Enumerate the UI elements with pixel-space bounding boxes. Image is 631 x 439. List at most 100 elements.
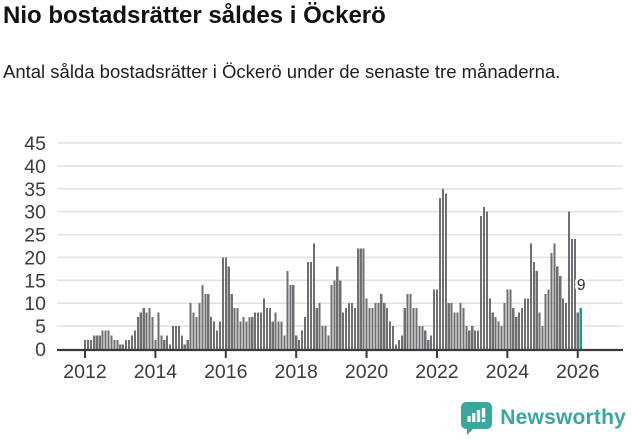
bar — [289, 284, 292, 349]
bar — [406, 294, 409, 349]
bar — [567, 211, 571, 349]
y-axis-label: 15 — [24, 270, 46, 292]
bar — [397, 339, 400, 349]
bar — [154, 339, 157, 349]
bar — [576, 312, 579, 349]
y-axis-label: 0 — [35, 339, 46, 361]
newsworthy-logo[interactable]: Newsworthy — [461, 401, 626, 435]
bar — [242, 316, 245, 349]
y-axis-label: 30 — [24, 202, 46, 224]
bar — [166, 335, 169, 349]
bar — [239, 321, 242, 349]
bar — [268, 307, 271, 349]
bar — [192, 312, 195, 349]
bar — [84, 339, 87, 349]
bar — [254, 312, 257, 349]
bar — [262, 298, 266, 349]
bar — [523, 298, 527, 349]
bar — [509, 289, 512, 349]
bar — [550, 252, 553, 349]
bar — [371, 307, 374, 349]
bar — [368, 307, 371, 349]
bar — [374, 303, 377, 349]
bar — [136, 316, 139, 349]
bar — [221, 257, 224, 349]
x-axis-label: 2016 — [204, 361, 247, 383]
x-axis-label: 2012 — [63, 361, 106, 383]
bar — [169, 344, 172, 349]
bar — [465, 326, 468, 349]
x-axis-label: 2022 — [415, 361, 458, 383]
bar — [274, 312, 277, 349]
bar — [257, 312, 260, 349]
bar — [394, 344, 397, 349]
bar — [521, 307, 524, 349]
bar — [333, 280, 336, 349]
bar — [330, 284, 333, 349]
bar — [403, 307, 406, 349]
bar — [245, 321, 248, 349]
bar — [119, 344, 122, 349]
bar — [541, 326, 544, 349]
bar — [259, 312, 263, 349]
bar — [218, 321, 222, 349]
bar — [230, 294, 233, 349]
bar — [130, 335, 134, 349]
bar — [324, 326, 327, 349]
bar — [201, 284, 204, 349]
bar — [236, 307, 239, 349]
bar — [327, 335, 330, 349]
bar — [559, 275, 562, 349]
bar — [139, 312, 142, 349]
bar — [145, 312, 148, 349]
bar — [365, 298, 368, 349]
bar — [309, 262, 312, 349]
bar — [183, 344, 186, 349]
bar — [133, 330, 136, 349]
bar — [301, 330, 304, 349]
bar — [342, 312, 345, 349]
bar — [356, 248, 359, 349]
sold-apartments-bar-chart: 2012 2014 2016 2018 2020 2022 2024 2026 05101520… — [24, 133, 623, 383]
bar — [503, 303, 506, 349]
bar — [213, 321, 216, 349]
bar — [535, 271, 538, 349]
y-axis-label: 5 — [35, 316, 46, 338]
bar — [518, 312, 521, 349]
bar — [98, 335, 101, 349]
bar — [424, 330, 427, 349]
y-axis-label: 40 — [24, 156, 46, 178]
bar — [435, 289, 439, 349]
y-axis-label: 45 — [24, 133, 46, 155]
bar — [107, 330, 110, 349]
bar — [303, 316, 307, 349]
newsworthy-bubble-icon — [461, 401, 493, 435]
bar — [497, 321, 500, 349]
bar — [265, 307, 268, 349]
bar — [336, 266, 339, 349]
x-axis-label: 2024 — [486, 361, 530, 383]
bar — [400, 335, 403, 349]
bar — [491, 312, 494, 349]
bar — [350, 303, 353, 349]
bar — [207, 294, 210, 349]
bar — [148, 307, 151, 349]
bar — [92, 335, 95, 349]
bar — [292, 284, 295, 349]
bar — [271, 321, 274, 349]
bar — [186, 339, 189, 349]
bar — [456, 312, 459, 349]
bar — [453, 312, 456, 349]
page-title: Nio bostadsrätter såldes i Öckerö — [3, 2, 386, 29]
bar — [462, 307, 465, 349]
bar — [180, 335, 183, 349]
bar — [104, 330, 107, 349]
bar — [430, 335, 433, 349]
bar — [471, 326, 474, 349]
bar — [163, 339, 166, 349]
bar — [433, 289, 436, 349]
bar — [116, 339, 119, 349]
bar — [506, 289, 509, 349]
bar — [441, 188, 444, 349]
bar — [468, 330, 471, 349]
